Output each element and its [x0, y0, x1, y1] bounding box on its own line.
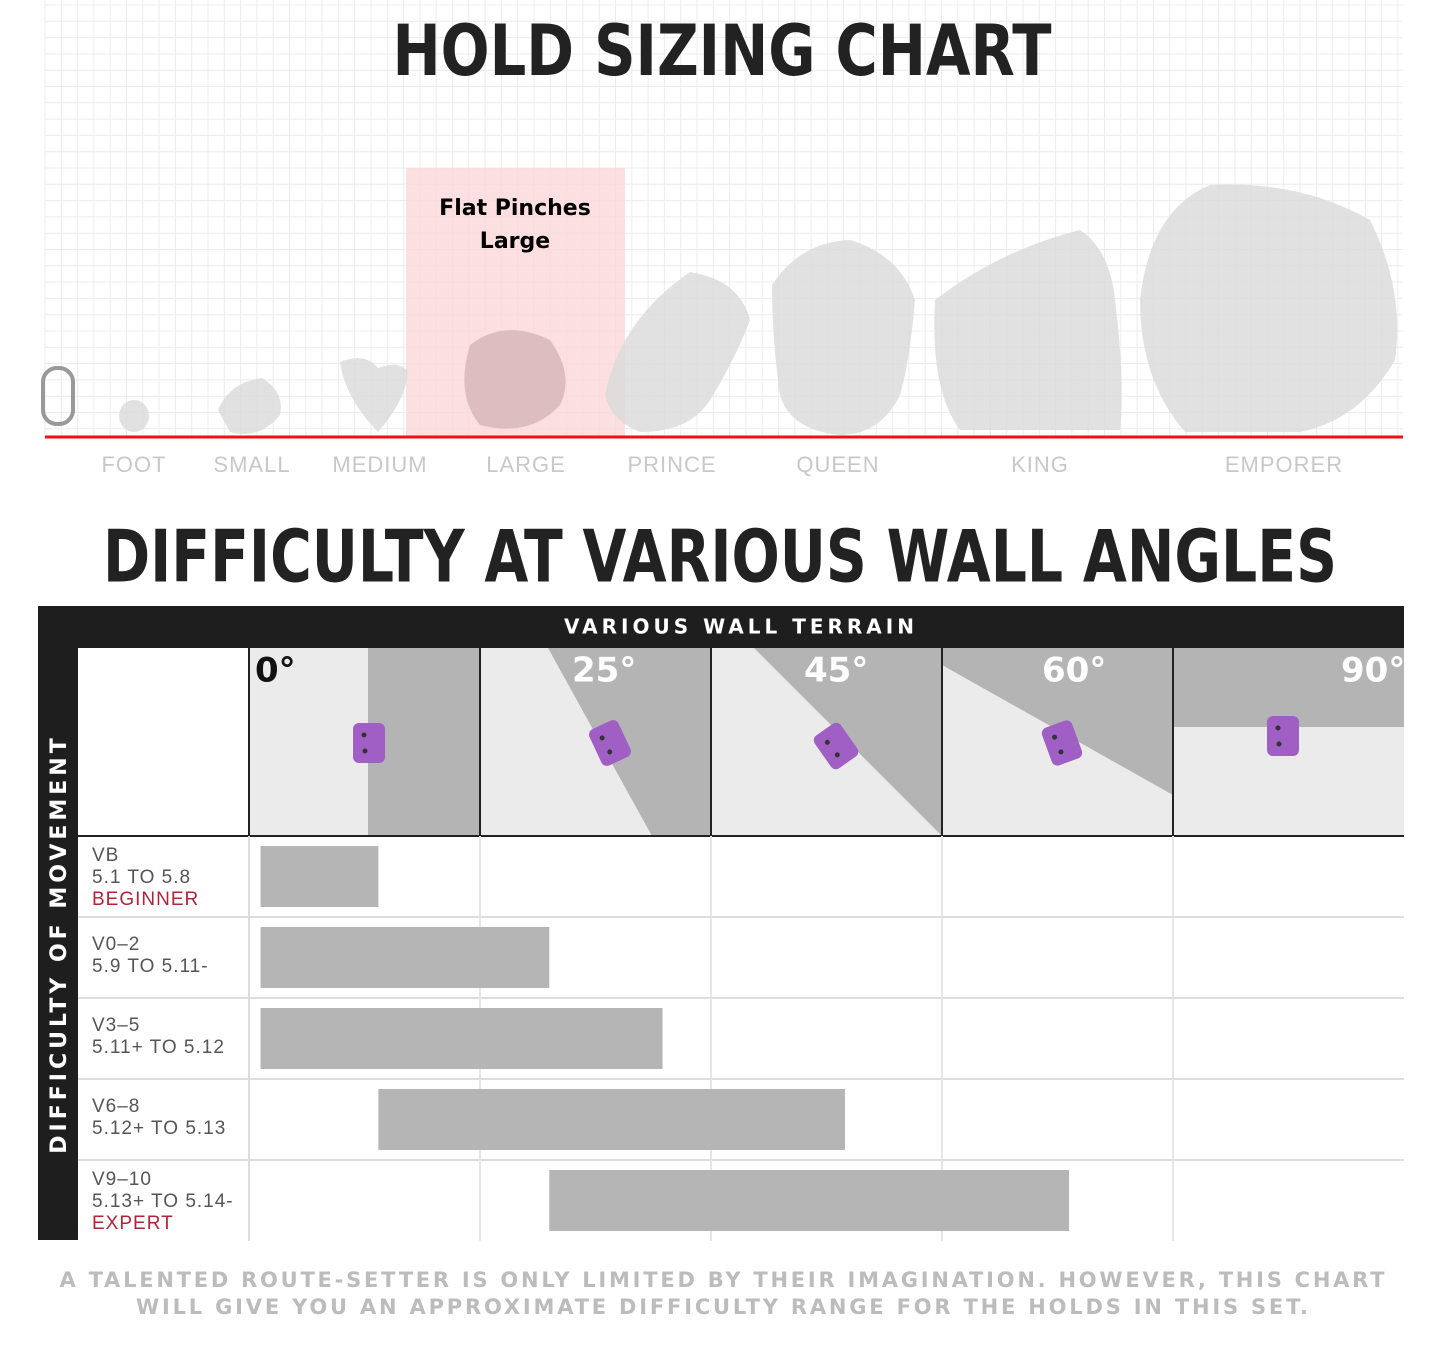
size-labels: FOOT SMALL MEDIUM LARGE PRINCE QUEEN KING EMPOR…: [101, 452, 1343, 477]
hold-dot: [361, 732, 367, 738]
difficulty-bar: [260, 1008, 663, 1069]
difficulty-bar: [260, 927, 550, 988]
title: HOLD SIZING CHART: [393, 10, 1052, 92]
callout: Flat Pinches: [439, 196, 591, 221]
row-label: 5.13+ TO 5.14-: [92, 1191, 234, 1212]
table-header: VARIOUS WALL TERRAIN: [564, 615, 918, 639]
size-label: SMALL: [213, 452, 290, 477]
hold-icon: [589, 720, 631, 766]
angle-label: 60°: [1042, 651, 1106, 691]
footer: WILL GIVE YOU AN APPROXIMATE DIFFICULTY …: [136, 1295, 1308, 1319]
wall-shade: [368, 648, 480, 836]
row-label: 5.9 TO 5.11-: [92, 956, 209, 977]
wall-shade: [1173, 648, 1404, 727]
hold-dot: [1276, 741, 1282, 747]
holds: [41, 184, 1398, 435]
angle-label: 90°: [1341, 651, 1405, 691]
angle-label: 25°: [572, 651, 636, 691]
hold-dot: [834, 752, 840, 758]
row-label: VB: [92, 845, 119, 866]
hold-icon: [1267, 716, 1299, 756]
hold: [1041, 720, 1083, 766]
hold-icon: [1041, 720, 1083, 766]
hold: [353, 723, 385, 763]
size-label: FOOT: [101, 452, 166, 477]
row-label: 5.11+ TO 5.12: [92, 1037, 225, 1058]
hold: [813, 722, 859, 770]
side-label: DIFFICULTY OF MOVEMENT: [47, 734, 72, 1153]
size-label: EMPORER: [1225, 452, 1343, 477]
hold-dot: [599, 735, 605, 741]
hold-dot: [1058, 749, 1064, 755]
difficulty-bar: [549, 1170, 1070, 1231]
table: 0° 25° 45° 60° 90°VB5.1 TO 5.8BEGINNERV0–25.…: [78, 648, 1405, 1241]
angle-label: 45°: [804, 651, 868, 691]
row-label: 5.12+ TO 5.13: [92, 1118, 226, 1139]
wall-shade: [942, 648, 1173, 795]
row-level: BEGINNER: [92, 889, 199, 910]
row-level: EXPERT: [92, 1213, 174, 1234]
hold: [589, 720, 631, 766]
row-label: V6–8: [92, 1096, 140, 1117]
title: DIFFICULTY AT VARIOUS WALL ANGLES: [103, 515, 1337, 599]
difficulty-bar: [378, 1089, 845, 1150]
hold-dot: [1275, 725, 1281, 731]
wall-shade: [548, 648, 711, 836]
row-label: V0–2: [92, 934, 140, 955]
row-label: V3–5: [92, 1015, 140, 1036]
difficulty-bar: [260, 846, 379, 907]
hold-icon: [813, 722, 859, 770]
hold: [1267, 716, 1299, 756]
footer: A TALENTED ROUTE-SETTER IS ONLY LIMITED …: [60, 1268, 1386, 1292]
angle-label: 0°: [255, 651, 296, 691]
hold-dot: [1052, 734, 1058, 740]
hold-dot: [607, 749, 613, 755]
size-label: KING: [1011, 452, 1069, 477]
size-label: QUEEN: [796, 452, 879, 477]
hold-dot: [362, 748, 368, 754]
size-label: LARGE: [486, 452, 566, 477]
size-label: PRINCE: [627, 452, 716, 477]
hold-icon: [353, 723, 385, 763]
size-label: MEDIUM: [332, 452, 427, 477]
row-label: V9–10: [92, 1169, 152, 1190]
row-label: 5.1 TO 5.8: [92, 867, 191, 888]
hold-dot: [824, 739, 830, 745]
callout: Large: [480, 229, 550, 254]
